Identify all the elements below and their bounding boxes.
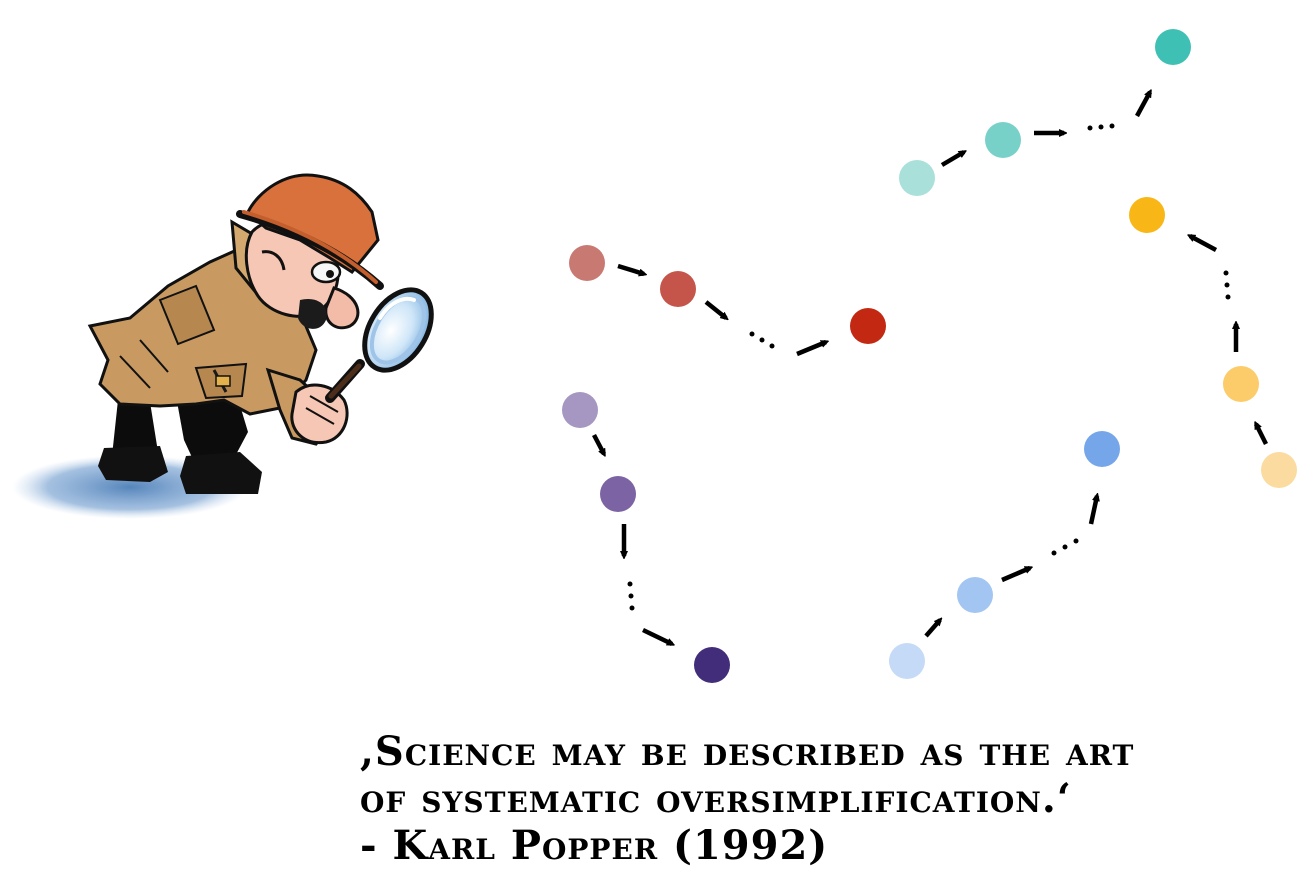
trajectory-blue-dot-1 [889, 643, 925, 679]
trajectory-teal [899, 29, 1191, 196]
trajectory-purple-dot-3 [694, 647, 730, 683]
detective-hat [236, 173, 384, 290]
trajectory-teal-arrow-1 [940, 152, 964, 167]
detective-legs [98, 392, 262, 494]
trajectory-blue-dot-2 [957, 577, 993, 613]
trajectory-orange-dot-1 [1261, 452, 1297, 488]
trajectory-teal-dot-1 [899, 160, 935, 196]
trajectory-purple [562, 392, 730, 683]
trajectory-orange-dot-3 [1129, 197, 1165, 233]
trajectory-orange [1129, 197, 1297, 488]
trajectory-blue-arrow-2 [1001, 565, 1030, 583]
quote-line-2: of systematic oversimplification.‘ [360, 775, 1072, 822]
trajectory-red-ellipsis [749, 331, 775, 349]
trajectory-orange-dot-2 [1223, 366, 1259, 402]
trajectory-red-dot-2 [660, 271, 696, 307]
trajectory-purple-ellipsis [627, 581, 635, 611]
trajectory-red-arrow-2 [704, 300, 726, 318]
trajectory-orange-arrow-3 [1190, 234, 1218, 252]
magnifying-glass-icon [325, 287, 434, 403]
trajectory-red [569, 245, 886, 357]
quote-attribution: - Karl Popper (1992) [360, 822, 829, 869]
trajectory-red-arrow-1 [617, 263, 644, 274]
trajectory-teal-dot-3 [1155, 29, 1191, 65]
trajectory-orange-ellipsis [1223, 270, 1231, 300]
trajectory-teal-arrow-3 [1135, 92, 1152, 118]
trajectory-blue-ellipsis [1051, 538, 1079, 556]
quote-line-1: ,Science may be described as the art [360, 728, 1135, 775]
trajectory-blue-arrow-3 [1088, 496, 1097, 525]
trajectory-blue-arrow-1 [924, 620, 940, 638]
trajectory-red-dot-3 [850, 308, 886, 344]
trajectory-purple-dot-2 [600, 476, 636, 512]
trajectory-blue-dot-3 [1084, 431, 1120, 467]
trajectory-teal-ellipsis [1087, 123, 1115, 131]
detective-illustration [12, 173, 434, 519]
trajectory-purple-arrow-1 [592, 433, 606, 454]
trajectory-red-dot-1 [569, 245, 605, 281]
trajectory-blue [889, 431, 1120, 679]
detective-hands [265, 367, 349, 446]
trajectory-teal-dot-2 [985, 122, 1021, 158]
trajectory-orange-arrow-1 [1253, 424, 1269, 446]
trajectory-purple-dot-1 [562, 392, 598, 428]
popper-quote: ,Science may be described as the art of … [360, 728, 1310, 869]
trajectory-purple-arrow-3 [642, 627, 672, 647]
trajectory-red-arrow-3 [796, 339, 826, 357]
